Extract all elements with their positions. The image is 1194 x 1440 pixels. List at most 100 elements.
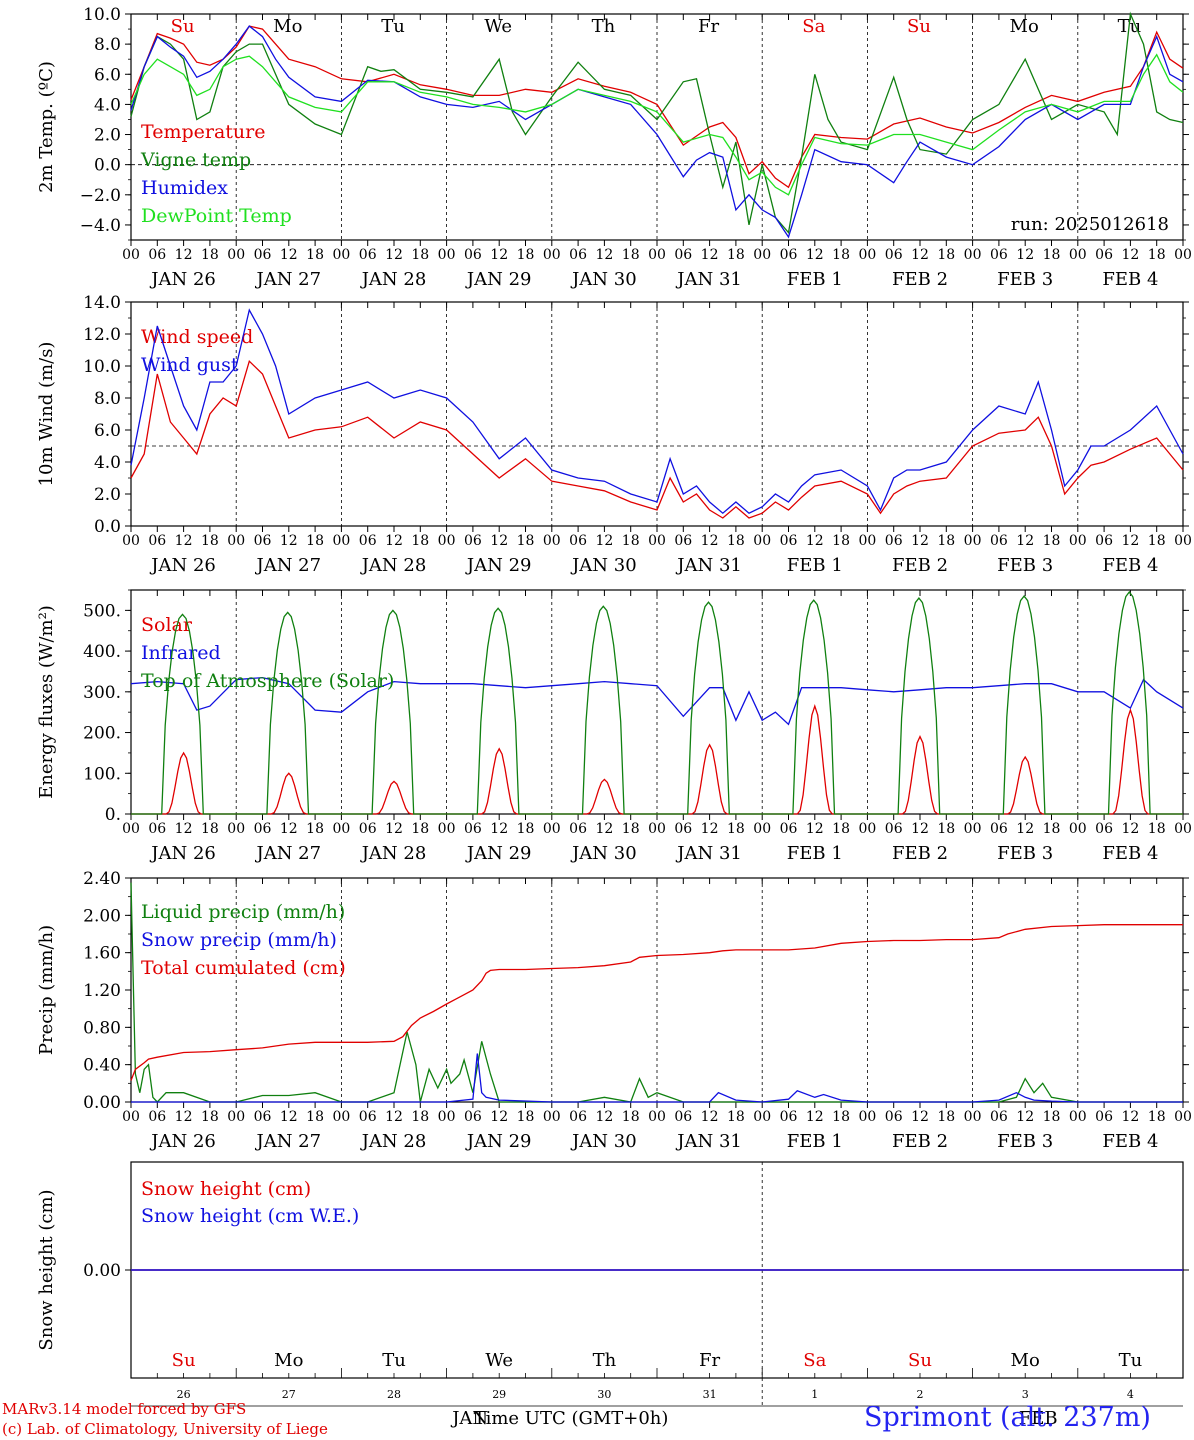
x-hour-label: 18 xyxy=(517,821,535,837)
x-date-label: FEB 1 xyxy=(787,269,843,290)
x-hour-label: 12 xyxy=(1121,1109,1139,1125)
x-axis-title: Time UTC (GMT+0h) xyxy=(474,1408,669,1429)
x-hour-label: 00 xyxy=(543,1109,561,1125)
x-hour-label: 06 xyxy=(569,821,587,837)
x-hour-label: 00 xyxy=(122,533,140,549)
x-day-number: 2 xyxy=(917,1388,924,1401)
x-hour-label: 06 xyxy=(674,821,692,837)
x-date-label: FEB 3 xyxy=(997,1131,1053,1152)
x-date-label: JAN 29 xyxy=(465,843,532,864)
x-hour-label: 18 xyxy=(517,247,535,263)
x-hour-label: 06 xyxy=(359,247,377,263)
x-hour-label: 18 xyxy=(832,533,850,549)
x-day-number: 27 xyxy=(282,1388,296,1401)
x-date-label: JAN 27 xyxy=(255,269,322,290)
x-hour-label: 00 xyxy=(227,533,245,549)
x-hour-label: 06 xyxy=(780,247,798,263)
day-name-label: Th xyxy=(593,1350,617,1371)
legend-wind-gust: Wind gust xyxy=(141,354,239,376)
y-tick-label: 200. xyxy=(83,724,121,744)
x-hour-label: 00 xyxy=(438,821,456,837)
x-hour-label: 06 xyxy=(569,533,587,549)
x-hour-label: 00 xyxy=(1069,247,1087,263)
x-day-number: 3 xyxy=(1022,1388,1029,1401)
x-hour-label: 00 xyxy=(1174,247,1192,263)
legend-solar: Solar xyxy=(141,614,193,636)
x-hour-label: 18 xyxy=(201,533,219,549)
station-label: Sprimont (alt. 237m) xyxy=(864,1402,1151,1433)
y-tick-label: 1.60 xyxy=(83,944,121,964)
x-hour-label: 06 xyxy=(674,247,692,263)
y-tick-label: 300. xyxy=(83,683,121,703)
x-hour-label: 00 xyxy=(964,1109,982,1125)
x-hour-label: 06 xyxy=(1095,821,1113,837)
y-tick-label: 10.0 xyxy=(83,5,121,25)
x-hour-label: 12 xyxy=(806,533,824,549)
y-tick-label: 100. xyxy=(83,764,121,784)
x-date-label: FEB 4 xyxy=(1102,555,1158,576)
x-date-label: FEB 2 xyxy=(892,555,948,576)
x-hour-label: 18 xyxy=(411,1109,429,1125)
x-hour-label: 00 xyxy=(122,821,140,837)
x-hour-label: 06 xyxy=(359,533,377,549)
x-hour-label: 18 xyxy=(1043,1109,1061,1125)
legend-snow-height-cm-w-e-: Snow height (cm W.E.) xyxy=(141,1205,359,1227)
y-tick-label: 0.0 xyxy=(94,517,121,537)
day-name-label: Fr xyxy=(699,1350,720,1371)
x-hour-label: 06 xyxy=(359,821,377,837)
x-hour-label: 00 xyxy=(543,533,561,549)
day-name-label: Su xyxy=(907,16,931,37)
x-hour-label: 12 xyxy=(1121,247,1139,263)
day-name-label: Su xyxy=(172,1350,196,1371)
run-label: run: 2025012618 xyxy=(1011,214,1169,235)
x-hour-label: 12 xyxy=(385,247,403,263)
x-date-label: FEB 2 xyxy=(892,269,948,290)
x-hour-label: 18 xyxy=(622,533,640,549)
x-hour-label: 18 xyxy=(1043,247,1061,263)
x-hour-label: 06 xyxy=(1095,247,1113,263)
legend-temperature: Temperature xyxy=(141,121,265,143)
x-hour-label: 12 xyxy=(280,821,298,837)
y-tick-label: 2.0 xyxy=(94,485,121,505)
x-day-number: 29 xyxy=(492,1388,506,1401)
x-hour-label: 12 xyxy=(911,533,929,549)
x-hour-label: 06 xyxy=(1095,533,1113,549)
day-name-label: Mo xyxy=(1010,16,1039,37)
x-date-label: FEB 2 xyxy=(892,843,948,864)
x-hour-label: 00 xyxy=(122,1109,140,1125)
x-date-label: FEB 1 xyxy=(787,555,843,576)
x-hour-label: 06 xyxy=(254,821,272,837)
legend-wind-speed: Wind speed xyxy=(141,326,253,348)
x-hour-label: 12 xyxy=(911,247,929,263)
y-tick-label: 12.0 xyxy=(83,325,121,345)
x-hour-label: 06 xyxy=(148,821,166,837)
x-hour-label: 06 xyxy=(148,247,166,263)
x-date-label: FEB 4 xyxy=(1102,843,1158,864)
legend-total-cumulated-cm-: Total cumulated (cm) xyxy=(141,957,346,979)
x-date-label: FEB 3 xyxy=(997,269,1053,290)
x-hour-label: 18 xyxy=(1148,1109,1166,1125)
x-date-label: JAN 29 xyxy=(465,1131,532,1152)
x-hour-label: 18 xyxy=(201,1109,219,1125)
x-hour-label: 12 xyxy=(701,1109,719,1125)
day-name-label: Th xyxy=(592,16,616,37)
x-date-label: JAN 29 xyxy=(465,555,532,576)
x-date-label: JAN 30 xyxy=(570,843,637,864)
x-hour-label: 00 xyxy=(543,821,561,837)
y-tick-label: 400. xyxy=(83,642,121,662)
x-hour-label: 00 xyxy=(332,533,350,549)
x-hour-label: 18 xyxy=(937,533,955,549)
legend-vigne-temp: Vigne temp xyxy=(140,149,251,171)
x-hour-label: 18 xyxy=(1148,821,1166,837)
x-hour-label: 18 xyxy=(1148,533,1166,549)
x-hour-label: 12 xyxy=(1016,247,1034,263)
x-hour-label: 00 xyxy=(753,533,771,549)
y-axis-label: 2m Temp. (ºC) xyxy=(36,61,57,193)
x-hour-label: 12 xyxy=(1121,821,1139,837)
x-hour-label: 00 xyxy=(1174,533,1192,549)
x-hour-label: 00 xyxy=(122,247,140,263)
y-tick-label: 1.20 xyxy=(83,981,121,1001)
day-name-label: Fr xyxy=(698,16,719,37)
x-hour-label: 18 xyxy=(201,821,219,837)
